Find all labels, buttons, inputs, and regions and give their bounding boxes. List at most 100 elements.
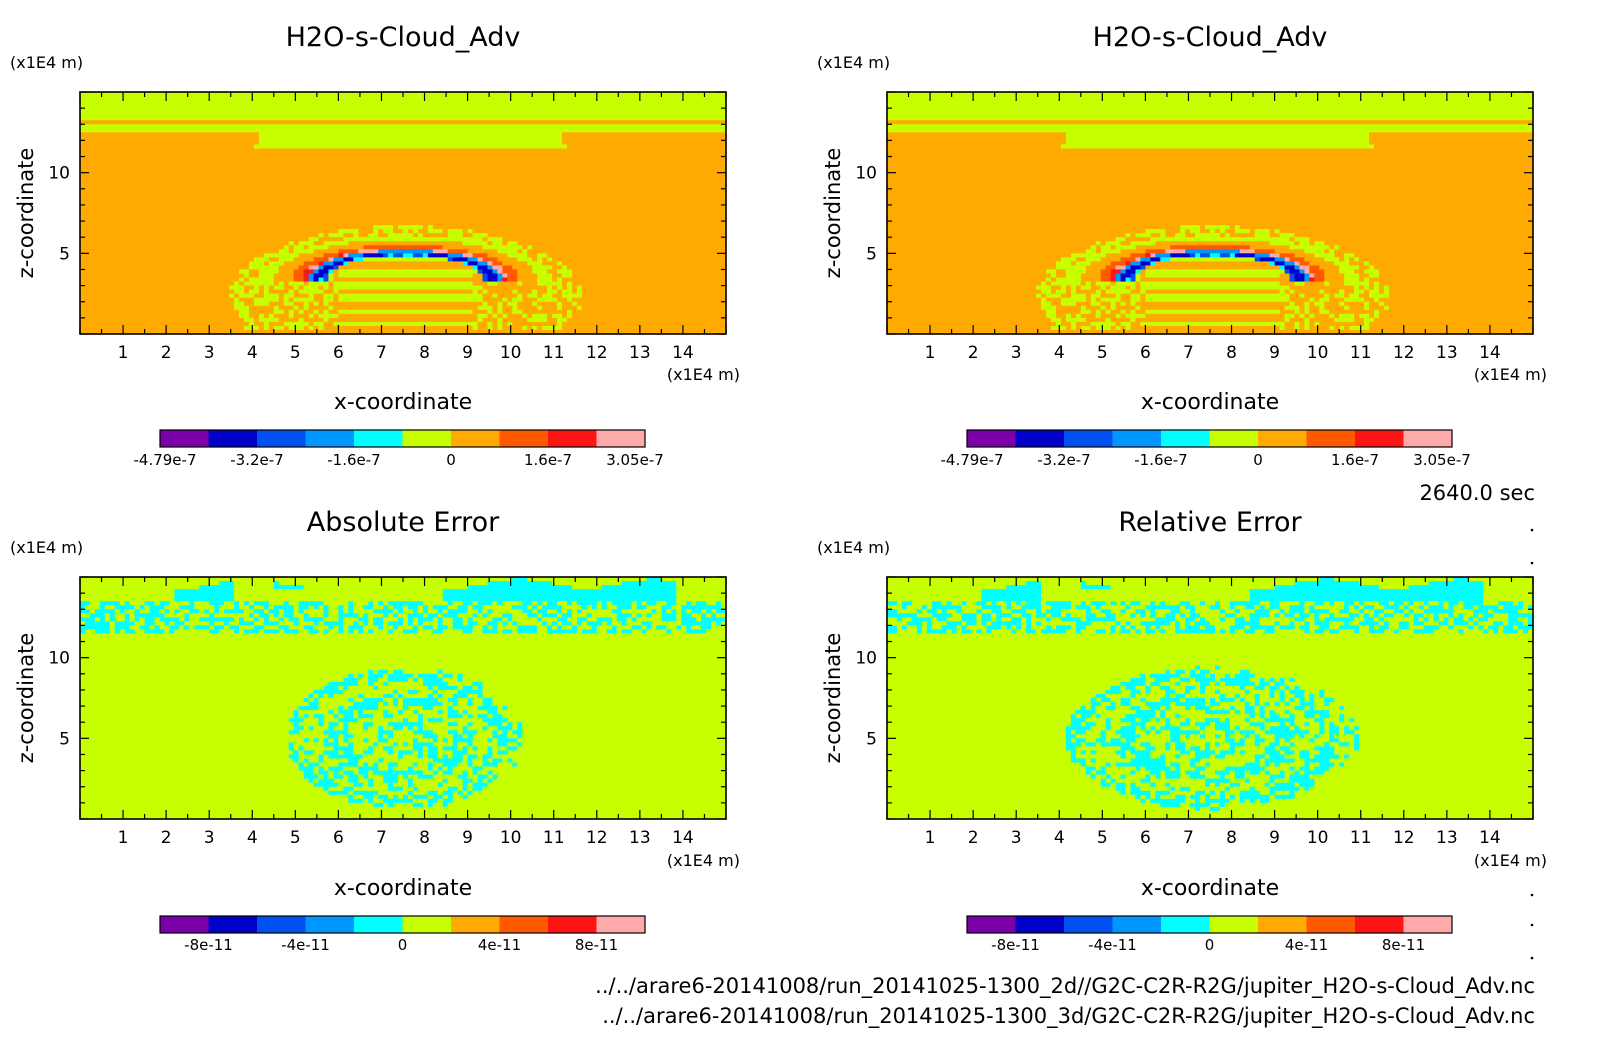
heatmap-cell	[472, 233, 489, 238]
heatmap-cell	[1279, 738, 1286, 743]
heatmap-cell	[1175, 714, 1181, 719]
heatmap-cell	[348, 790, 354, 796]
heatmap-cell	[80, 750, 295, 756]
y-axis-label: z-coordinate	[14, 633, 38, 764]
heatmap-cell	[887, 806, 1196, 812]
heatmap-cell	[234, 301, 245, 307]
colorbar-swatch	[1015, 916, 1065, 933]
heatmap-cell	[427, 253, 449, 258]
heatmap-cell	[189, 601, 195, 606]
heatmap-cell	[1050, 273, 1057, 279]
y-tick-label: 10	[855, 649, 877, 669]
heatmap-cell	[363, 605, 374, 610]
heatmap-cell	[368, 621, 374, 626]
heatmap-cell	[1503, 605, 1524, 610]
heatmap-cell	[328, 309, 339, 315]
heatmap-cell	[1095, 774, 1107, 780]
heatmap-cell	[1130, 297, 1142, 303]
heatmap-cell	[477, 706, 499, 711]
colorbar-swatch	[1064, 430, 1113, 447]
heatmap-cell	[1050, 289, 1057, 295]
heatmap-cell	[1349, 609, 1360, 614]
heatmap-cell	[1359, 313, 1370, 319]
heatmap-cell	[94, 629, 111, 635]
heatmap-cell	[1105, 241, 1122, 246]
heatmap-cell	[896, 625, 903, 631]
heatmap-cell	[80, 742, 290, 747]
heatmap-cell	[1279, 605, 1291, 610]
heatmap-cell	[1304, 257, 1325, 262]
heatmap-cell	[318, 301, 325, 307]
heatmap-cell	[293, 289, 300, 295]
heatmap-cell	[1244, 617, 1251, 622]
heatmap-cell	[1294, 714, 1306, 719]
heatmap-cell	[512, 629, 518, 635]
heatmap-cell	[343, 774, 349, 780]
heatmap-cell	[80, 281, 235, 287]
heatmap-cell	[671, 609, 677, 614]
heatmap-cell	[293, 257, 315, 262]
heatmap-cell	[1378, 297, 1533, 303]
heatmap-cell	[1130, 277, 1137, 283]
heatmap-cell	[1463, 605, 1474, 610]
heatmap-cell	[80, 156, 726, 162]
heatmap-cell	[1041, 581, 1082, 586]
heatmap-cell	[1299, 685, 1533, 691]
heatmap-cell	[686, 625, 692, 631]
heatmap-cell	[1373, 617, 1380, 622]
heatmap-cell	[492, 305, 499, 311]
heatmap-cell	[214, 605, 220, 610]
heatmap-cell	[1354, 289, 1365, 295]
heatmap-cell	[378, 762, 389, 768]
heatmap-cell	[353, 782, 364, 788]
heatmap-cell	[1210, 806, 1221, 812]
heatmap-cell	[407, 778, 414, 784]
heatmap-cell	[363, 673, 369, 679]
heatmap-cell	[1155, 714, 1161, 719]
heatmap-cell	[1001, 617, 1012, 622]
heatmap-cell	[1120, 718, 1137, 723]
heatmap-cell	[1150, 794, 1156, 800]
heatmap-cell	[1219, 802, 1226, 808]
heatmap-cell	[1046, 297, 1062, 303]
heatmap-cell	[80, 140, 260, 146]
heatmap-cell	[482, 613, 489, 618]
heatmap-cell	[1289, 301, 1296, 307]
heatmap-cell	[472, 605, 484, 610]
heatmap-cell	[676, 585, 726, 590]
heatmap-cell	[1110, 585, 1276, 590]
heatmap-cell	[656, 625, 667, 631]
heatmap-cell	[1234, 750, 1241, 756]
heatmap-cell	[497, 321, 503, 327]
heatmap-cell	[631, 617, 638, 622]
heatmap-cell	[1135, 309, 1146, 315]
heatmap-cell	[467, 693, 479, 699]
heatmap-cell	[378, 742, 394, 747]
heatmap-cell	[1289, 790, 1296, 796]
heatmap-cell	[263, 325, 270, 331]
heatmap-cell	[298, 609, 305, 614]
heatmap-cell	[1488, 609, 1494, 614]
heatmap-cell	[1259, 706, 1266, 711]
heatmap-cell	[562, 136, 726, 141]
heatmap-cell	[239, 297, 255, 303]
heatmap-cell	[1145, 297, 1291, 303]
heatmap-cell	[1468, 625, 1474, 631]
heatmap-cell	[422, 722, 449, 727]
heatmap-cell	[358, 710, 364, 715]
heatmap-cell	[1090, 601, 1107, 606]
heatmap-cell	[303, 277, 310, 283]
heatmap-cell	[1165, 249, 1186, 254]
heatmap-cell	[1195, 790, 1206, 796]
heatmap-cell	[512, 577, 528, 582]
heatmap-cells	[80, 92, 726, 334]
heatmap-cell	[887, 164, 1533, 170]
heatmap-cell	[1468, 621, 1474, 626]
heatmap-cell	[388, 613, 394, 618]
heatmap-cell	[308, 738, 315, 743]
heatmap-cell	[887, 265, 1057, 271]
heatmap-cell	[1423, 609, 1455, 614]
heatmap-cell	[1046, 313, 1057, 319]
heatmap-cell	[303, 758, 310, 764]
x-tick-label: 4	[247, 343, 258, 363]
